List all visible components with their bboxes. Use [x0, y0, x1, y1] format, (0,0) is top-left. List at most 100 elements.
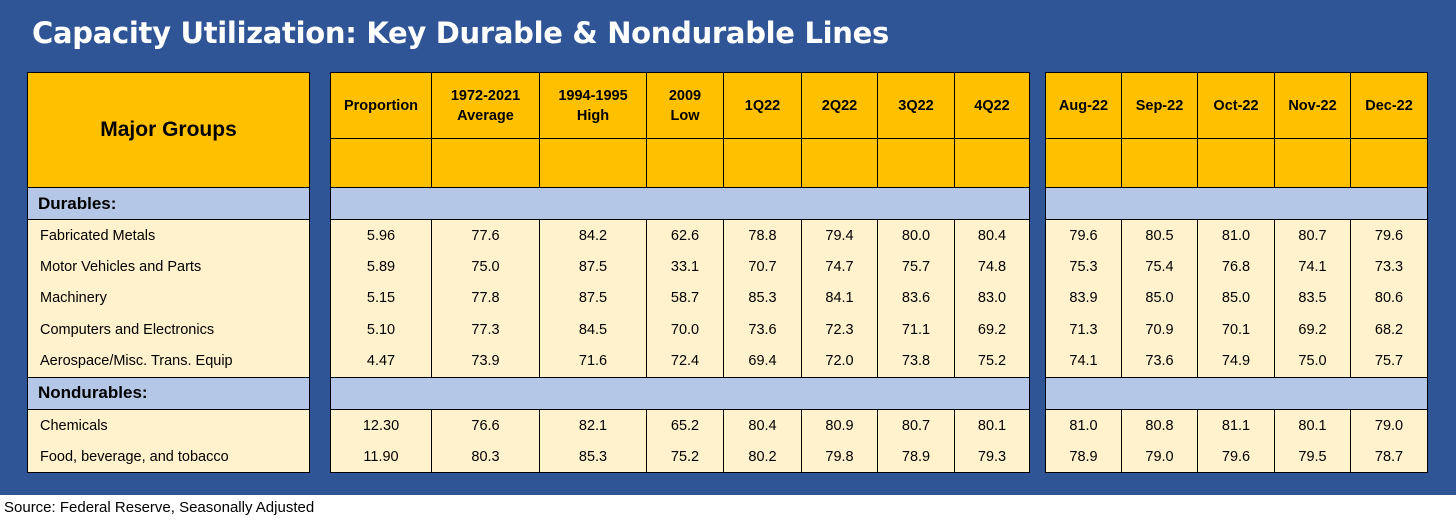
section-band: [330, 187, 1030, 220]
column-gap: [1029, 441, 1046, 473]
table-cell: 80.9: [801, 409, 878, 442]
column-gap: [309, 219, 331, 252]
column-header-line1: Dec-22: [1365, 97, 1413, 114]
table-cell: 84.1: [801, 282, 878, 315]
table-cell: 79.0: [1350, 409, 1428, 442]
table-row: Aerospace/Misc. Trans. Equip 4.47 73.9 71.6…: [27, 345, 1428, 378]
table-cell: 80.1: [1274, 409, 1351, 442]
table-cell: 80.5: [1121, 219, 1198, 252]
table-cell: 72.0: [801, 345, 878, 378]
column-header: 1972-2021 Average: [431, 72, 540, 139]
table-cell: 78.9: [1045, 441, 1122, 474]
column-gap: [309, 377, 331, 410]
section-label: Durables:: [27, 187, 310, 220]
table-cell: 78.9: [877, 441, 955, 474]
column-header-line1: 2Q22: [821, 97, 858, 114]
table-cell: 74.1: [1045, 345, 1122, 378]
table-cell: 70.0: [646, 314, 724, 346]
table-cell: 83.0: [954, 282, 1030, 315]
table-cell: 11.90: [330, 441, 432, 474]
column-header: Proportion: [330, 72, 432, 139]
column-header: Dec-22: [1350, 72, 1428, 139]
row-label: Fabricated Metals: [27, 219, 310, 252]
column-header-line2: High: [576, 107, 610, 124]
table-cell: 33.1: [646, 251, 724, 283]
table-cell: 79.5: [1274, 441, 1351, 474]
column-gap: [1029, 314, 1046, 346]
table-cell: 81.0: [1197, 219, 1275, 252]
table-cell: 85.0: [1121, 282, 1198, 315]
column-gap: [1029, 219, 1046, 252]
header-spacer: [330, 138, 432, 188]
table-cell: 84.2: [539, 219, 647, 252]
column-gap: [1029, 72, 1046, 188]
table-cell: 70.7: [723, 251, 802, 283]
row-label: Computers and Electronics: [27, 314, 310, 346]
section-label: Nondurables:: [27, 376, 310, 410]
table-cell: 72.4: [646, 345, 724, 378]
table-cell: 85.3: [723, 282, 802, 315]
column-header-line1: Aug-22: [1058, 97, 1109, 114]
column-header: Nov-22: [1274, 72, 1351, 139]
column-header-line1: 2009: [668, 87, 702, 104]
column-header-line1: Proportion: [343, 97, 419, 114]
table-cell: 68.2: [1350, 314, 1428, 346]
column-header: 4Q22: [954, 72, 1030, 139]
table-cell: 74.9: [1197, 345, 1275, 378]
table-cell: 87.5: [539, 282, 647, 315]
table-cell: 80.8: [1121, 409, 1198, 442]
row-label: Machinery: [27, 282, 310, 315]
column-gap: [309, 345, 331, 378]
table-cell: 83.6: [877, 282, 955, 315]
table-cell: 12.30: [330, 409, 432, 442]
column-gap: [1029, 345, 1046, 378]
table-cell: 75.4: [1121, 251, 1198, 283]
table-cell: 75.0: [431, 251, 540, 283]
table-cell: 77.8: [431, 282, 540, 315]
table-cell: 80.1: [954, 409, 1030, 442]
header-spacer: [1045, 138, 1122, 188]
table-cell: 78.7: [1350, 441, 1428, 474]
table-cell: 85.3: [539, 441, 647, 474]
column-header-line1: 1972-2021: [450, 87, 521, 104]
table-cell: 82.1: [539, 409, 647, 442]
table-cell: 58.7: [646, 282, 724, 315]
table-cell: 73.8: [877, 345, 955, 378]
column-gap: [309, 441, 331, 473]
table-cell: 70.9: [1121, 314, 1198, 346]
table-cell: 62.6: [646, 219, 724, 252]
header-spacer: [877, 138, 955, 188]
table-cell: 80.7: [877, 409, 955, 442]
section-band: [1045, 187, 1428, 220]
table-cell: 71.1: [877, 314, 955, 346]
table-cell: 79.8: [801, 441, 878, 474]
table-cell: 79.6: [1197, 441, 1275, 474]
source-note: Source: Federal Reserve, Seasonally Adju…: [4, 499, 315, 516]
table-cell: 74.7: [801, 251, 878, 283]
column-header-line1: 1Q22: [744, 97, 781, 114]
table-cell: 80.7: [1274, 219, 1351, 252]
column-gap: [309, 314, 331, 346]
table-cell: 75.2: [646, 441, 724, 474]
table-cell: 80.2: [723, 441, 802, 474]
column-header-line1: 4Q22: [974, 97, 1010, 114]
column-header-line2: Average: [457, 107, 514, 124]
table-cell: 73.6: [1121, 345, 1198, 378]
table-cell: 87.5: [539, 251, 647, 283]
capacity-utilization-table: Major Groups Proportion 1972-2021 Average 19…: [27, 72, 1428, 474]
table-cell: 76.8: [1197, 251, 1275, 283]
table-cell: 75.0: [1274, 345, 1351, 378]
table-cell: 71.6: [539, 345, 647, 378]
column-header-line1: Sep-22: [1135, 97, 1184, 114]
table-cell: 4.47: [330, 345, 432, 378]
table-cell: 75.3: [1045, 251, 1122, 283]
column-header-line1: Oct-22: [1213, 97, 1259, 114]
section-band: [1045, 376, 1428, 410]
table-cell: 80.4: [954, 219, 1030, 252]
table-cell: 77.6: [431, 219, 540, 252]
table-cell: 75.7: [1350, 345, 1428, 378]
header-spacer: [954, 138, 1030, 188]
header-spacer: [1274, 138, 1351, 188]
column-gap: [1029, 409, 1046, 442]
